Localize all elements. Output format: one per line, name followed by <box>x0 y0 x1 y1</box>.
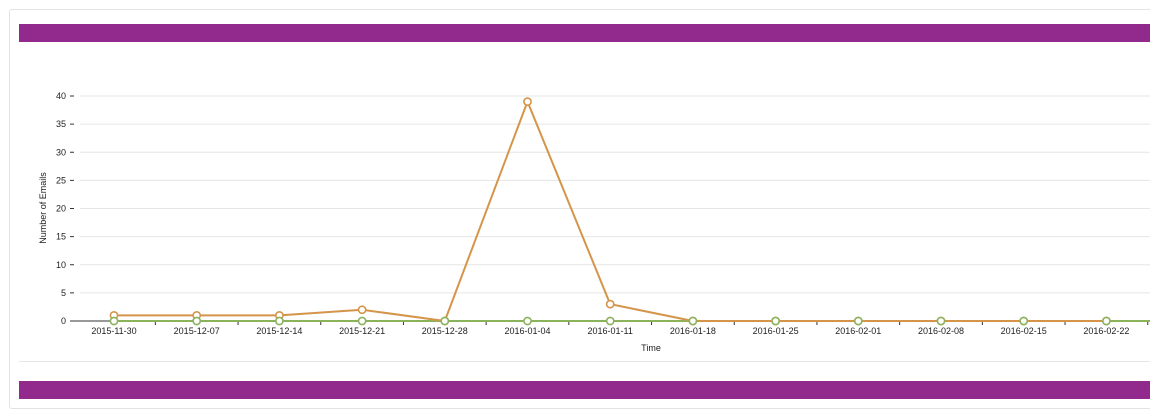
emails-over-time-chart: 0 5 10 15 20 25 30 35 40 2015-11-30 2015-12-07 2015… <box>38 91 1150 353</box>
series <box>109 97 1150 326</box>
data-point <box>605 299 615 309</box>
x-tick-label: 2015-12-07 <box>174 326 220 336</box>
data-point <box>523 316 532 326</box>
data-point <box>771 316 780 326</box>
data-point <box>605 316 615 326</box>
x-tick-label: 2016-02-15 <box>1001 326 1047 336</box>
x-tick-label: 2015-11-30 <box>91 326 136 336</box>
series-line <box>114 98 1107 323</box>
data-point <box>357 305 367 315</box>
data-point <box>936 316 946 326</box>
x-tick-label: 2016-02-01 <box>835 326 881 336</box>
x-tick-label: 2015-12-28 <box>422 326 468 336</box>
y-tick-label: 30 <box>56 147 66 157</box>
x-tick-label: 2016-01-18 <box>670 326 716 336</box>
y-tick-label: 25 <box>56 175 66 185</box>
panel-divider <box>19 361 1150 362</box>
data-point <box>357 316 367 326</box>
data-point <box>192 316 202 326</box>
panel-header-bar <box>19 24 1150 42</box>
x-tick-label: 2016-02-22 <box>1083 326 1129 336</box>
x-tick-label: 2016-01-25 <box>753 326 799 336</box>
y-tick-label: 40 <box>56 91 66 101</box>
data-point <box>440 316 450 326</box>
y-tick-label: 10 <box>56 260 66 270</box>
x-axis-label: Time <box>641 343 661 353</box>
data-point <box>109 316 119 326</box>
chart-panel <box>9 9 1150 409</box>
data-point <box>1019 316 1029 326</box>
y-tick-label: 0 <box>61 316 66 326</box>
x-tick-label: 2015-12-14 <box>256 326 302 336</box>
next-panel-header-bar <box>19 381 1150 399</box>
gridlines <box>80 95 1150 294</box>
y-axis-label: Number of Emails <box>38 172 48 244</box>
data-point <box>853 316 863 326</box>
x-tick-label: 2016-02-08 <box>918 326 964 336</box>
axes: 0 5 10 15 20 25 30 35 40 2015-11-30 2015-12-07 2015… <box>56 91 1150 336</box>
data-point <box>688 316 698 326</box>
x-tick-label: 2015-12-21 <box>339 326 385 336</box>
x-tick-label: 2016-01-11 <box>588 326 633 336</box>
y-tick-label: 35 <box>56 119 66 129</box>
data-point <box>274 316 284 326</box>
data-point <box>1102 316 1111 326</box>
y-tick-label: 15 <box>56 232 66 242</box>
y-tick-label: 20 <box>56 204 66 214</box>
y-tick-label: 5 <box>61 288 66 298</box>
x-tick-label: 2016-01-04 <box>504 326 550 336</box>
data-point <box>523 97 532 107</box>
